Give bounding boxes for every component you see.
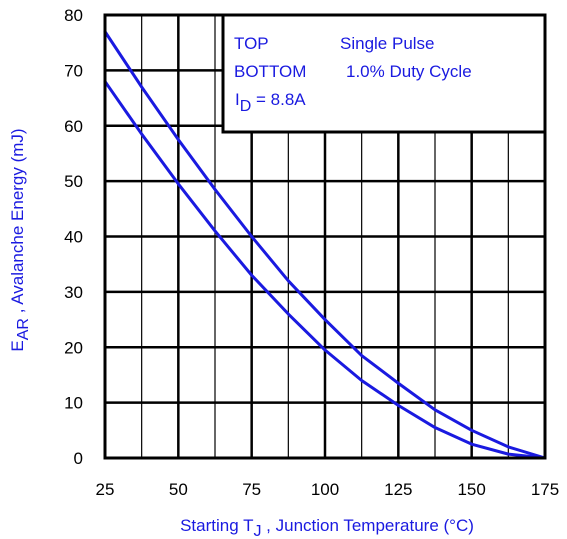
y-axis-title-suffix: , Avalanche Energy (mJ) xyxy=(8,128,27,318)
legend-bottom-key: BOTTOM xyxy=(234,62,306,81)
y-tick-label: 30 xyxy=(64,283,83,302)
series-lines xyxy=(103,30,547,460)
series-line-bottom xyxy=(103,79,547,460)
y-tick-label: 40 xyxy=(64,228,83,247)
x-tick-label: 100 xyxy=(311,480,339,499)
x-axis-title-suffix: , Junction Temperature (°C) xyxy=(261,516,473,535)
y-tick-label: 80 xyxy=(64,6,83,25)
plot-frame xyxy=(103,13,547,460)
y-axis-title: EAR , Avalanche Energy (mJ) xyxy=(8,128,32,351)
x-tick-label: 125 xyxy=(384,480,412,499)
y-tick-label: 0 xyxy=(74,449,83,468)
x-tick-label: 25 xyxy=(96,480,115,499)
x-tick-label: 175 xyxy=(531,480,559,499)
legend-bottom-text: 1.0% Duty Cycle xyxy=(346,62,472,81)
y-tick-label: 60 xyxy=(64,117,83,136)
legend-frame xyxy=(221,13,547,134)
y-tick-label: 20 xyxy=(64,338,83,357)
legend-current-prefix: I xyxy=(235,90,240,109)
legend-current-value: = 8.8A xyxy=(251,90,306,109)
x-tick-label: 50 xyxy=(169,480,188,499)
legend-current-subscript: D xyxy=(240,98,252,115)
series-line-top xyxy=(103,30,547,460)
x-axis-title-subscript: J xyxy=(253,523,261,539)
y-tick-labels: 0 10 20 30 40 50 60 70 80 xyxy=(64,6,83,468)
x-axis-title: Starting TJ , Junction Temperature (°C) xyxy=(180,516,474,539)
x-tick-label: 75 xyxy=(242,480,261,499)
x-tick-label: 150 xyxy=(457,480,485,499)
y-tick-label: 50 xyxy=(64,172,83,191)
y-tick-label: 10 xyxy=(64,394,83,413)
legend-top-key: TOP xyxy=(234,34,269,53)
legend-top-text: Single Pulse xyxy=(340,34,435,53)
x-axis-title-prefix: Starting T xyxy=(180,516,253,535)
legend-box: TOP Single Pulse BOTTOM 1.0% Duty Cycle … xyxy=(221,13,547,134)
x-tick-labels: 25 50 75 100 125 150 175 xyxy=(96,480,560,499)
y-axis-title-subscript: AR xyxy=(15,318,32,340)
y-tick-label: 70 xyxy=(64,61,83,80)
legend-current-label: ID = 8.8A xyxy=(235,90,306,115)
y-axis-title-prefix: E xyxy=(8,340,27,351)
